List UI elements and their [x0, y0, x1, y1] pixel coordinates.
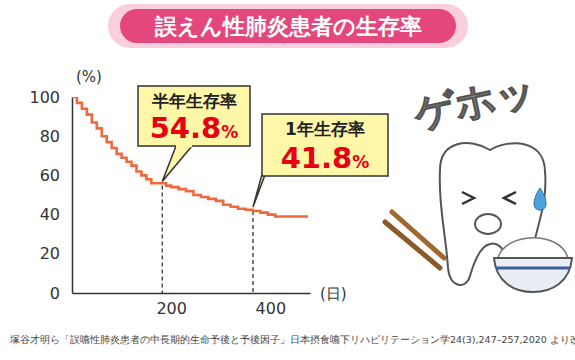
title-glow — [108, 4, 468, 48]
callout-seam — [176, 145, 192, 148]
x-axis-label: (日) — [320, 285, 347, 303]
illustration: ゲホッ — [385, 66, 572, 292]
chart: 誤えん性肺炎患者の生存率 0 20 40 60 80 100 200 400 (%) (日) 半年生存… — [0, 0, 575, 360]
y-tick-label: 80 — [40, 127, 60, 146]
tooth-eye — [462, 192, 474, 204]
y-tick: 80 — [40, 127, 72, 146]
y-tick-label: 60 — [40, 166, 60, 185]
y-tick: 40 — [40, 205, 72, 224]
y-axis-label: (%) — [76, 68, 102, 86]
rice — [498, 238, 568, 258]
x-axis: 200 400 — [73, 293, 311, 318]
y-tick-label: 20 — [40, 244, 60, 263]
x-tick-label: 200 — [156, 299, 187, 318]
y-tick-label: 40 — [40, 205, 60, 224]
bowl — [494, 258, 572, 292]
callout-seam — [265, 160, 268, 172]
x-tick: 400 — [256, 293, 287, 318]
title-banner — [120, 9, 456, 43]
sweat-drop — [534, 188, 546, 210]
illustration-text: ゲホッ — [408, 66, 540, 137]
callout: 1年生存率41.8% — [253, 114, 388, 207]
bowl-band — [496, 267, 570, 270]
tooth-eye — [504, 192, 516, 204]
y-tick: 60 — [40, 166, 72, 185]
y-tick: 0 — [50, 284, 72, 303]
callout-pointer — [162, 146, 192, 182]
tooth-hand — [475, 214, 501, 234]
y-axis: 0 20 40 60 80 100 — [29, 88, 72, 303]
y-tick: 20 — [40, 244, 72, 263]
title: 誤えん性肺炎患者の生存率 — [154, 14, 422, 39]
callout-value: 54.8% — [150, 111, 239, 145]
y-tick: 100 — [29, 88, 72, 107]
source: 塚谷才明ら「誤嚥性肺炎患者の中長期的生命予後と予後因子」日本摂食嚥下リハビリテー… — [9, 334, 575, 345]
callout-value: 41.8% — [281, 141, 370, 175]
y-tick-label: 100 — [29, 88, 60, 107]
callout-title: 半年生存率 — [151, 91, 237, 111]
callout-box — [138, 86, 250, 146]
y-axis-line — [72, 98, 74, 294]
x-tick: 200 — [156, 293, 187, 318]
chopstick — [392, 212, 444, 258]
annotation-dash — [252, 211, 253, 293]
y-tick-label: 0 — [50, 284, 60, 303]
callout: 半年生存率54.8% — [138, 86, 250, 182]
callout-box — [262, 114, 388, 176]
callout-title: 1年生存率 — [285, 119, 365, 139]
annotation-dash — [162, 186, 163, 293]
x-axis-line — [73, 293, 311, 295]
x-tick-label: 400 — [256, 299, 287, 318]
